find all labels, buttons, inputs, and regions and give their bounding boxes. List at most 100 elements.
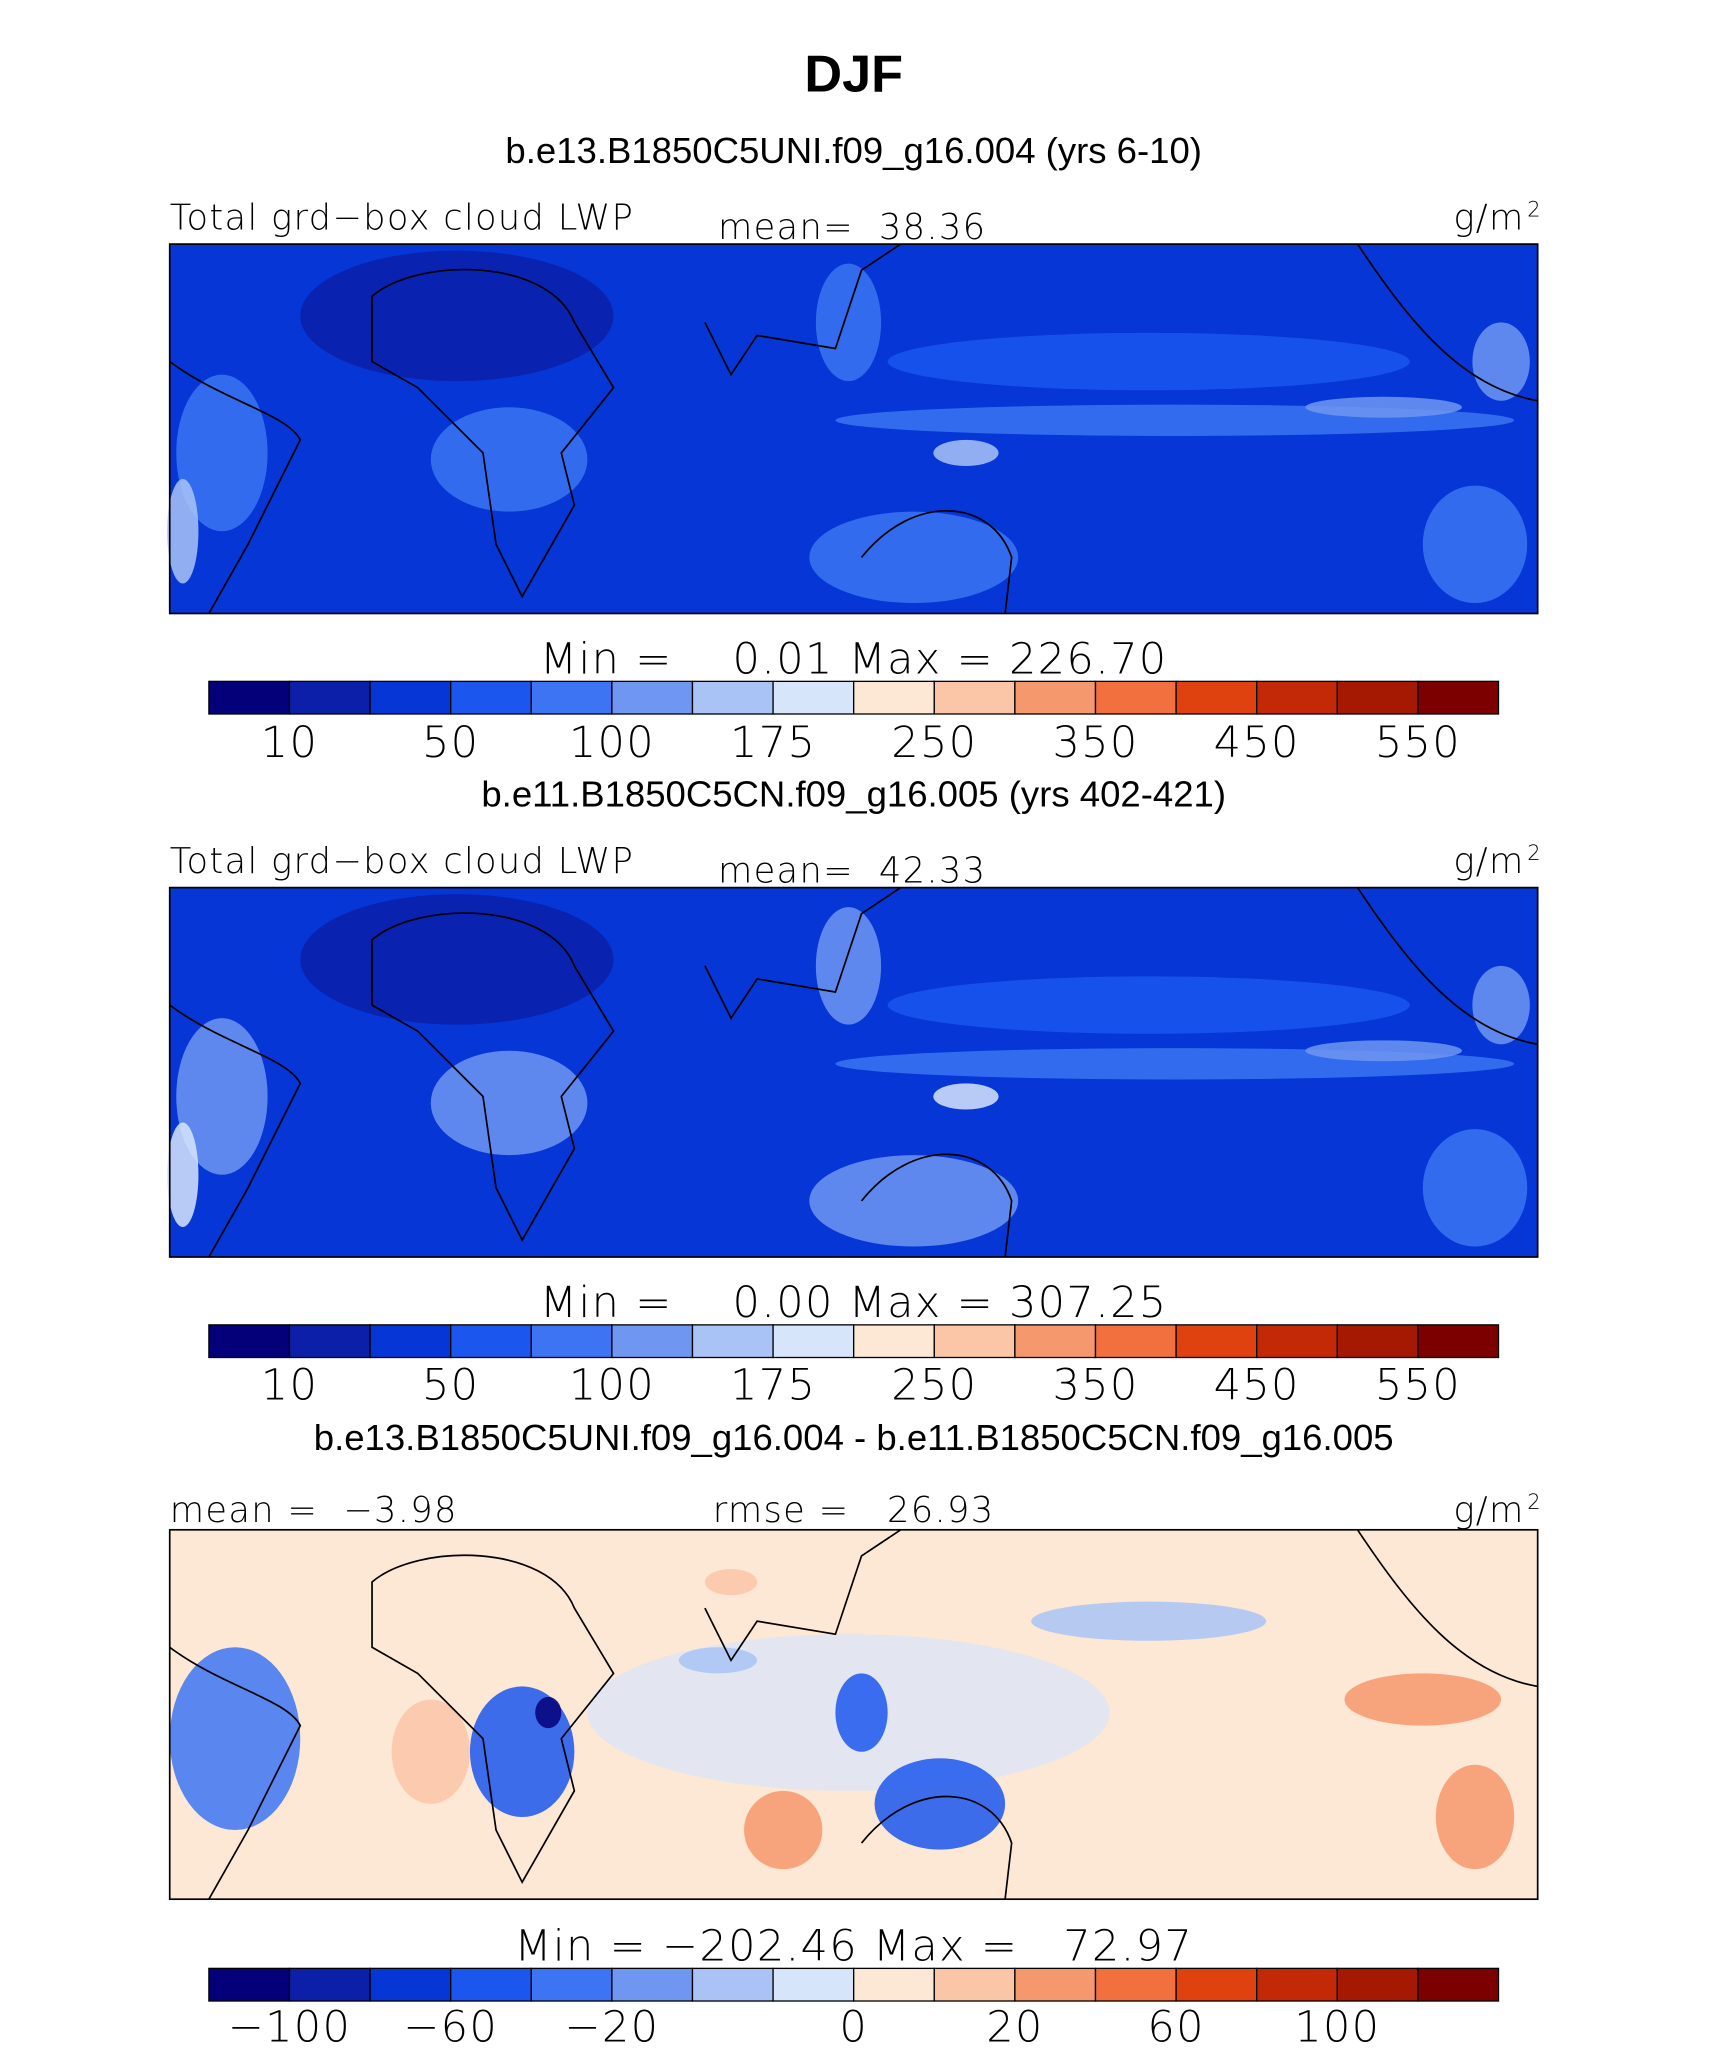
colorbar-box	[1094, 1324, 1177, 1359]
panel-center-label: mean= 42.33	[718, 850, 986, 891]
map-frame	[168, 1528, 1539, 1901]
colorbar-box	[772, 1324, 855, 1359]
colorbar-box	[288, 1967, 371, 2002]
colorbar-box	[530, 1324, 613, 1359]
colorbar-box	[369, 680, 452, 715]
colorbar-box	[933, 1324, 1016, 1359]
map-field	[1031, 1601, 1267, 1641]
colorbar-box	[1014, 1967, 1097, 2002]
colorbar-box	[691, 680, 774, 715]
map-field	[1422, 1129, 1528, 1247]
map-field	[176, 374, 268, 532]
colorbar-box	[933, 1967, 1016, 2002]
map-field	[815, 907, 882, 1025]
colorbar-box	[1336, 680, 1419, 715]
coastline	[169, 360, 302, 614]
colorbar-box	[1094, 1967, 1177, 2002]
map-field	[887, 332, 1410, 391]
map-field	[1305, 396, 1462, 418]
coastline	[1356, 887, 1538, 1046]
coastline	[1356, 1529, 1538, 1688]
panel-left-label: Total grd−box cloud LWP	[170, 198, 634, 239]
colorbar-box	[772, 1967, 855, 2002]
coastline	[860, 1795, 1013, 1900]
map-field	[835, 1673, 888, 1752]
colorbar-box	[1256, 680, 1338, 715]
colorbar-label: 20	[986, 2002, 1043, 2048]
map-field	[874, 1758, 1006, 1850]
units-superscript: 2	[1527, 841, 1540, 865]
colorbar-box	[530, 1967, 613, 2002]
colorbar-box	[208, 680, 291, 715]
colorbar-label: −20	[564, 2002, 659, 2048]
min-max: Min = 0.01 Max = 226.70	[540, 635, 1168, 685]
map-frame	[168, 886, 1539, 1258]
map-field	[744, 1790, 823, 1870]
map-field	[704, 1568, 758, 1596]
colorbar-box	[369, 1324, 452, 1359]
coastline	[704, 243, 902, 377]
coastline	[371, 268, 615, 599]
units: g/m	[1453, 1490, 1524, 1531]
map-field	[430, 1050, 588, 1156]
colorbar-box	[1256, 1324, 1338, 1359]
colorbar-box	[853, 680, 935, 715]
colorbar-box	[611, 1967, 694, 2002]
colorbar-label: 550	[1375, 718, 1461, 768]
map-field	[1422, 485, 1528, 604]
colorbar-box	[450, 1324, 532, 1359]
map-field	[535, 1696, 562, 1729]
map-field	[1472, 965, 1530, 1045]
map-panel	[167, 886, 1538, 1258]
colorbar-box	[1014, 680, 1097, 715]
colorbar-box	[691, 1967, 774, 2002]
colorbar-label: 100	[569, 1360, 655, 1410]
coastline	[1356, 243, 1538, 402]
map-field	[815, 263, 882, 382]
coastline	[371, 1554, 615, 1885]
colorbar-box	[1336, 1967, 1419, 2002]
colorbar-box	[853, 1324, 935, 1359]
coastline	[704, 886, 902, 1020]
panel-subtitle: b.e13.B1850C5UNI.f09_g16.004 (yrs 6-10)	[505, 130, 1202, 171]
panel-center-label: rmse = 26.93	[713, 1490, 995, 1531]
colorbar-box	[288, 1324, 371, 1359]
colorbar-label: 175	[730, 1360, 816, 1410]
colorbar-label: 350	[1052, 1360, 1138, 1410]
coastline	[169, 1004, 302, 1258]
colorbar-box	[450, 1967, 532, 2002]
colorbar-label: 450	[1214, 718, 1300, 768]
min-max: Min = 0.00 Max = 307.25	[540, 1278, 1168, 1328]
map-field	[678, 1647, 758, 1674]
colorbar-box	[1417, 1324, 1500, 1359]
coastline	[371, 912, 615, 1242]
coastline	[169, 1646, 302, 1900]
colorbar-box	[530, 680, 613, 715]
colorbar-box	[1094, 680, 1177, 715]
colorbar-box	[208, 1967, 291, 2002]
panel-subtitle: b.e11.B1850C5CN.f09_g16.005 (yrs 402-421…	[481, 774, 1226, 815]
map-frame	[168, 243, 1539, 615]
colorbar-label: 250	[891, 1360, 977, 1410]
colorbar-box	[450, 680, 532, 715]
colorbar-label: 50	[422, 718, 479, 768]
panel-subtitle: b.e13.B1850C5UNI.f09_g16.004 - b.e11.B18…	[314, 1417, 1394, 1458]
units-superscript: 2	[1527, 1490, 1540, 1514]
colorbar-label: −100	[228, 2002, 352, 2048]
colorbar-box	[611, 1324, 694, 1359]
colorbar-label: 175	[730, 718, 816, 768]
colorbar-label: 550	[1375, 1360, 1461, 1410]
colorbar-label: 60	[1147, 2002, 1204, 2048]
map-field	[176, 1018, 268, 1175]
colorbar-box	[1175, 1324, 1258, 1359]
colorbar-label: 10	[261, 718, 318, 768]
colorbar-box	[1014, 1324, 1097, 1359]
colorbar-box	[1175, 680, 1258, 715]
colorbar-label: 250	[891, 718, 977, 768]
colorbar-box	[772, 680, 855, 715]
colorbar-box	[1175, 1967, 1258, 2002]
panel-center-label: mean= 38.36	[718, 207, 986, 248]
colorbar-label: 10	[261, 1360, 318, 1410]
colorbar-label: 350	[1052, 718, 1138, 768]
map-field	[430, 407, 588, 512]
